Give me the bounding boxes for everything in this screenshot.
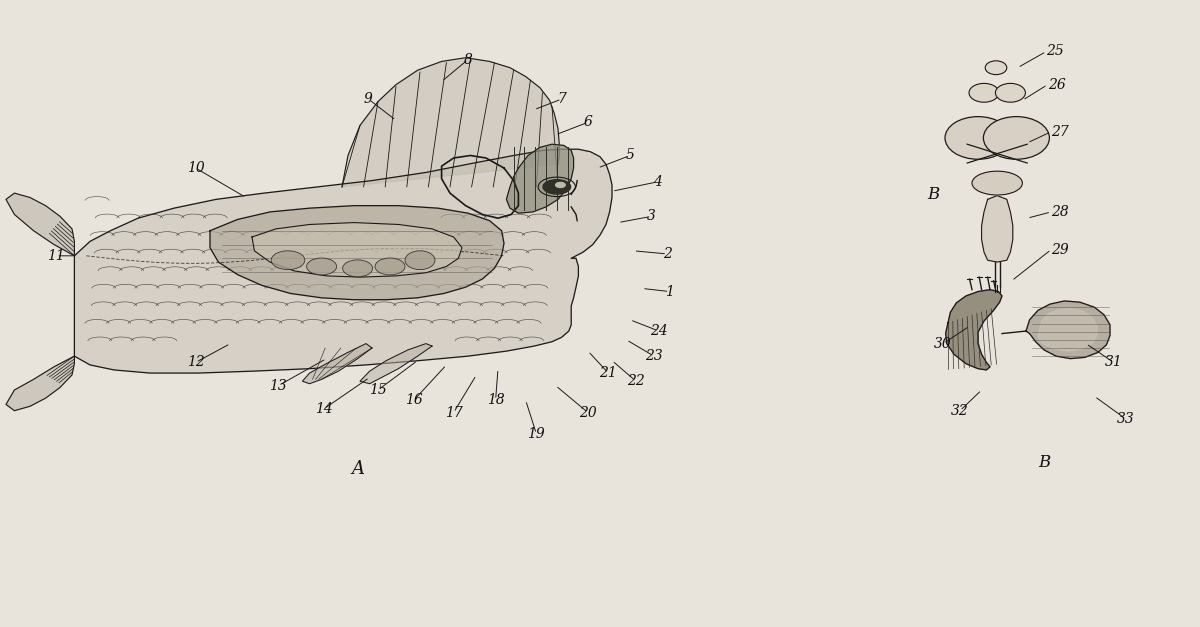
Text: 23: 23: [646, 349, 662, 363]
Text: 30: 30: [935, 337, 952, 350]
Text: 6: 6: [583, 115, 593, 129]
Polygon shape: [74, 149, 612, 373]
Text: 10: 10: [187, 161, 204, 175]
Polygon shape: [342, 58, 559, 187]
Ellipse shape: [374, 258, 406, 275]
Text: 9: 9: [364, 92, 373, 106]
Text: 3: 3: [647, 209, 656, 223]
Ellipse shape: [972, 171, 1022, 195]
Polygon shape: [210, 206, 504, 300]
Polygon shape: [506, 144, 574, 213]
Text: 27: 27: [1051, 125, 1069, 139]
Text: B: B: [928, 186, 940, 203]
Text: 18: 18: [487, 393, 504, 407]
Ellipse shape: [984, 117, 1050, 159]
Ellipse shape: [343, 260, 372, 277]
Polygon shape: [6, 193, 74, 256]
Circle shape: [556, 182, 565, 187]
Polygon shape: [946, 290, 1002, 370]
Text: 29: 29: [1051, 243, 1069, 256]
Text: 8: 8: [463, 53, 473, 66]
Text: 25: 25: [1046, 45, 1064, 58]
Text: 16: 16: [406, 393, 422, 407]
Polygon shape: [252, 223, 462, 277]
Circle shape: [544, 179, 571, 194]
Text: 20: 20: [580, 406, 596, 419]
Text: 7: 7: [557, 92, 566, 106]
Ellipse shape: [271, 251, 305, 270]
Text: 1: 1: [665, 285, 674, 298]
Polygon shape: [1026, 301, 1110, 359]
Ellipse shape: [985, 61, 1007, 75]
Text: 19: 19: [528, 427, 545, 441]
Text: 14: 14: [316, 402, 332, 416]
Text: 22: 22: [628, 374, 644, 388]
Text: 15: 15: [370, 383, 386, 397]
Text: 13: 13: [270, 379, 287, 393]
Text: B: B: [1038, 454, 1050, 472]
Text: 28: 28: [1051, 205, 1069, 219]
Text: 32: 32: [952, 404, 968, 418]
Text: 4: 4: [653, 175, 662, 189]
Polygon shape: [6, 356, 74, 411]
Text: A: A: [352, 460, 364, 478]
Text: 5: 5: [625, 149, 635, 162]
Text: 11: 11: [48, 249, 65, 263]
Text: 2: 2: [662, 247, 672, 261]
Text: 31: 31: [1105, 356, 1122, 369]
Polygon shape: [1038, 308, 1097, 351]
Ellipse shape: [996, 83, 1026, 102]
Text: 24: 24: [650, 324, 667, 338]
Text: 17: 17: [445, 406, 462, 419]
Text: 33: 33: [1117, 412, 1134, 426]
Ellipse shape: [307, 258, 336, 275]
Text: 26: 26: [1048, 78, 1066, 92]
Text: 12: 12: [187, 356, 204, 369]
Ellipse shape: [406, 251, 436, 270]
Polygon shape: [982, 196, 1013, 262]
Polygon shape: [360, 344, 432, 384]
Text: 21: 21: [600, 366, 617, 380]
Polygon shape: [302, 344, 372, 384]
Ellipse shape: [970, 83, 998, 102]
Ellipse shape: [946, 117, 1010, 159]
